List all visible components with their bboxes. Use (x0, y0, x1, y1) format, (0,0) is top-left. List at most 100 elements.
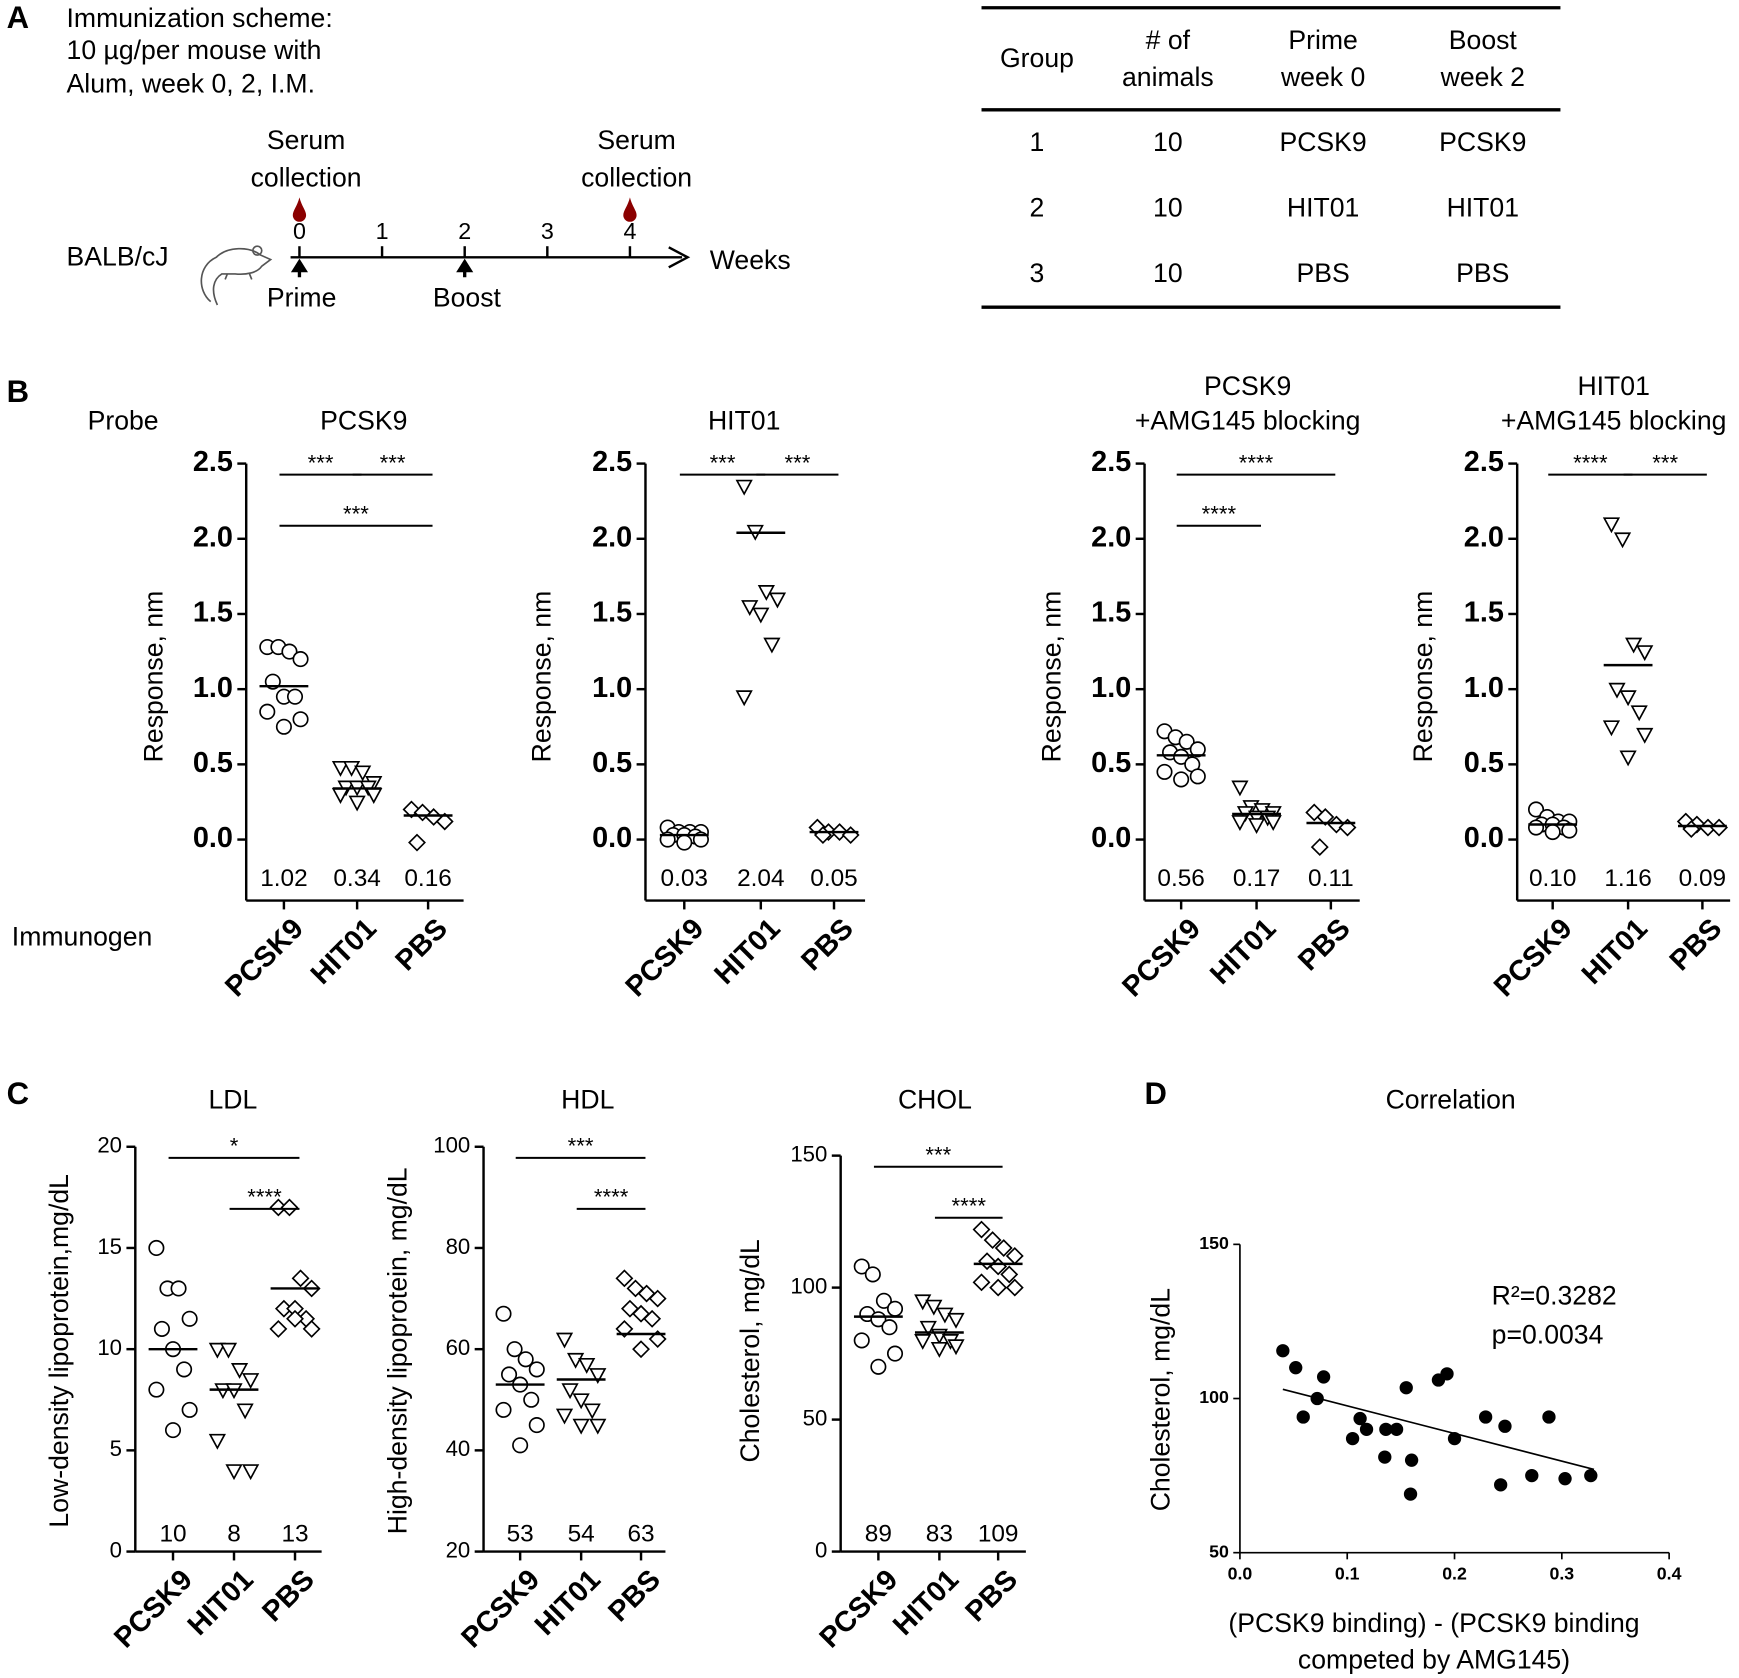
data-point (853, 1258, 870, 1275)
panel-label: D (1145, 1076, 1167, 1111)
data-point (242, 1464, 260, 1481)
x-tick-label: 0.4 (1657, 1564, 1682, 1584)
data-point (1630, 705, 1648, 722)
event-arrow (456, 258, 474, 278)
data-point (735, 479, 753, 496)
data-point (735, 690, 753, 707)
y-tick-label: 0.5 (1464, 747, 1504, 779)
chart-title: CHOL (898, 1084, 972, 1114)
data-point (1231, 780, 1249, 797)
x-tick-label: 0.3 (1549, 1564, 1574, 1584)
data-point (1345, 1431, 1360, 1446)
y-tick-label: 20 (97, 1133, 122, 1158)
y-tick-label: 100 (433, 1133, 470, 1158)
data-point (989, 1278, 1008, 1297)
data-point (1498, 1419, 1512, 1433)
data-point (875, 1292, 892, 1309)
data-point (881, 1319, 898, 1336)
y-axis-label: High-density lipoprotein, mg/dL (382, 1167, 412, 1534)
data-point (281, 643, 298, 660)
significance-label: **** (1573, 451, 1608, 476)
data-point (225, 1464, 243, 1481)
data-point (972, 1220, 991, 1239)
event-label: Prime (267, 282, 337, 312)
timeline-arrow (668, 246, 691, 269)
x-tick-label: HIT01 (1576, 913, 1654, 991)
data-point (176, 1361, 193, 1378)
timeline-tick-label: 2 (458, 218, 471, 244)
data-point (1399, 1381, 1413, 1395)
y-tick-label: 150 (1199, 1233, 1229, 1253)
mean-label: 0.17 (1233, 865, 1280, 892)
data-point (280, 1198, 299, 1217)
x-tick-label: HIT01 (709, 913, 787, 991)
data-point (408, 833, 426, 852)
mean-label: 10 (159, 1520, 186, 1547)
y-tick-label: 1.0 (592, 672, 632, 704)
data-point (648, 1289, 667, 1308)
data-point (566, 1352, 585, 1369)
data-point (528, 1417, 545, 1434)
significance-label: **** (1202, 502, 1237, 527)
data-point (208, 1433, 226, 1450)
data-point (936, 1307, 954, 1324)
y-tick-label: 2.0 (1091, 521, 1131, 553)
mean-label: 89 (865, 1520, 892, 1547)
data-point (1296, 1410, 1310, 1424)
data-point (1584, 1468, 1598, 1483)
y-tick-label: 15 (97, 1234, 122, 1259)
probe-label: Probe (88, 406, 159, 436)
data-point (1316, 1370, 1331, 1384)
y-tick-label: 0 (110, 1537, 122, 1562)
scheme-text: Immunization scheme: (67, 3, 333, 33)
data-point (1378, 1450, 1392, 1464)
timeline-tick-label: 4 (623, 218, 636, 244)
mean-label: 0.09 (1679, 865, 1726, 892)
data-point (292, 711, 309, 728)
data-point (572, 1393, 590, 1410)
mouse-icon (200, 245, 273, 306)
data-point (236, 1403, 254, 1420)
x-tick-label: HIT01 (529, 1564, 607, 1642)
data-point (292, 651, 309, 668)
x-tick-label: PBS (256, 1564, 321, 1629)
data-point (528, 1361, 545, 1378)
data-point (1613, 532, 1632, 549)
data-point (153, 1320, 170, 1337)
table-cell: 1 (1030, 127, 1045, 157)
data-point (523, 1391, 540, 1408)
annotation: p=0.0034 (1492, 1319, 1604, 1349)
y-tick-label: 0.5 (592, 747, 632, 779)
data-point (219, 1342, 238, 1359)
significance-label: * (230, 1134, 239, 1159)
mean-label: 53 (507, 1520, 534, 1547)
y-axis-label: Response, nm (1037, 591, 1067, 763)
data-point (919, 1320, 937, 1337)
table-header: Boost (1449, 25, 1518, 55)
data-point (1528, 801, 1545, 818)
data-point (768, 592, 787, 609)
y-tick-label: 50 (1209, 1541, 1229, 1561)
data-point (1544, 823, 1561, 841)
blood-drop (292, 197, 307, 222)
x-tick-label: PBS (959, 1564, 1024, 1629)
y-tick-label: 1.0 (1464, 672, 1504, 704)
data-point (1525, 1468, 1539, 1483)
y-tick-label: 1.5 (193, 597, 233, 629)
chart-title: +AMG145 blocking (1135, 406, 1361, 436)
x-axis-label: (PCSK9 binding) - (PCSK9 binding (1228, 1608, 1639, 1638)
data-point (1173, 748, 1190, 765)
data-point (170, 1280, 187, 1297)
data-point (1264, 815, 1282, 832)
significance-label: *** (343, 502, 369, 527)
serum-label: Serum (597, 125, 675, 155)
data-point (286, 1309, 304, 1328)
data-point (1359, 1422, 1374, 1437)
event-arrow (290, 258, 308, 278)
data-point (741, 600, 759, 616)
significance-label: **** (1239, 451, 1274, 476)
data-point (164, 1422, 182, 1439)
table-header: Group (1000, 43, 1074, 73)
y-tick-label: 2.5 (592, 446, 632, 478)
x-tick-label: HIT01 (1204, 913, 1282, 991)
